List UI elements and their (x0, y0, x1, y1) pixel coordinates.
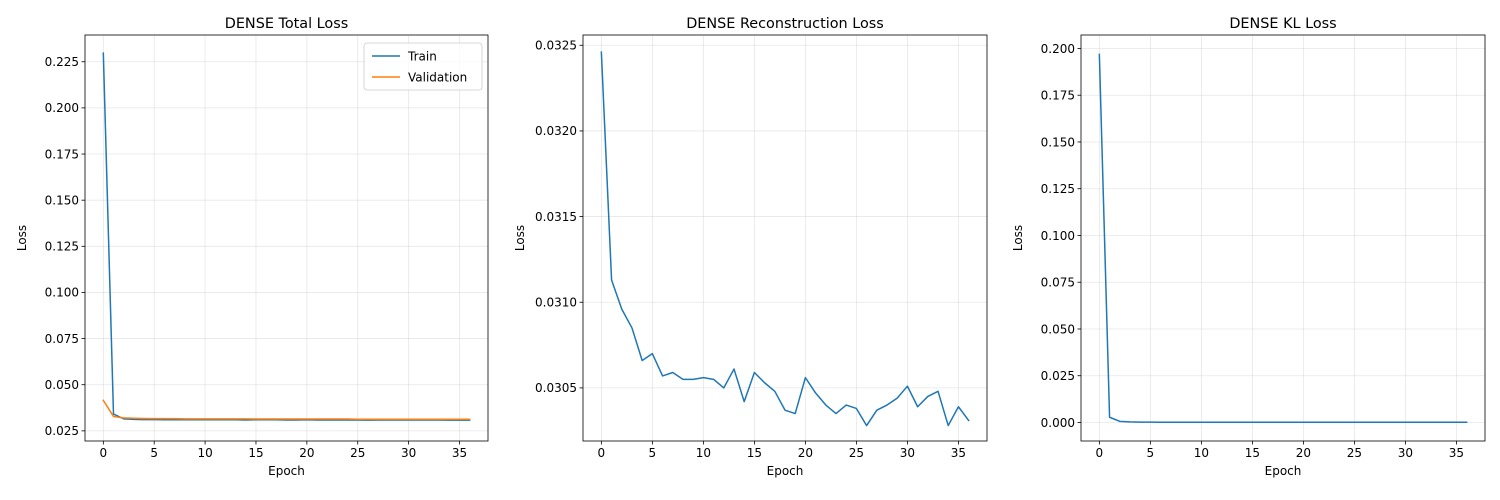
chart-panel-1: 0 5 10 15 20 25 30 35 0.025 0.050 0.075 0.100 0.125 0… (15, 16, 489, 478)
y-tick-label: 0.050 (45, 378, 79, 392)
series-points (1099, 54, 1466, 422)
grid (85, 35, 488, 441)
y-tick-label: 0.200 (45, 101, 79, 115)
x-tick-label: 5 (1147, 446, 1155, 460)
y-tick-label: 0.075 (45, 332, 79, 346)
x-axis-label: Epoch (1265, 464, 1302, 478)
x-tick-label: 20 (1296, 446, 1311, 460)
x-tick-label: 30 (401, 446, 416, 460)
y-tick-label: 0.0320 (535, 124, 577, 138)
series-points (601, 52, 968, 425)
x-tick-label: 10 (696, 446, 711, 460)
series-line-loss (1098, 53, 1468, 424)
chart-title: DENSE KL Loss (1229, 16, 1336, 32)
x-tick-label: 15 (248, 446, 263, 460)
y-tick-label: 0.125 (45, 240, 79, 254)
x-tick-label: 35 (951, 446, 966, 460)
x-tick-label: 15 (747, 446, 762, 460)
x-tick-label: 35 (452, 446, 467, 460)
x-tick-label: 15 (1245, 446, 1260, 460)
x-tick-label: 35 (1449, 446, 1464, 460)
x-tick-label: 0 (1096, 446, 1104, 460)
y-tick-label: 0.150 (1041, 135, 1075, 149)
x-tick-label: 20 (798, 446, 813, 460)
legend: Train Validation (363, 42, 483, 91)
y-tick-label: 0.0305 (535, 381, 577, 395)
y-tick-label: 0.025 (1041, 369, 1075, 383)
y-tick-label: 0.075 (1041, 276, 1075, 290)
plot-frame (1080, 34, 1486, 442)
x-tick-label: 25 (849, 446, 864, 460)
y-tick-label: 0.025 (45, 424, 79, 438)
x-tick-label: 30 (900, 446, 915, 460)
x-tick-label: 5 (150, 446, 158, 460)
x-tick-label: 10 (1194, 446, 1209, 460)
x-tick-label: 30 (1398, 446, 1413, 460)
legend-label-validation: Validation (408, 70, 467, 84)
x-axis-label: Epoch (268, 464, 305, 478)
y-tick-label: 0.100 (1041, 229, 1075, 243)
x-tick-label: 20 (299, 446, 314, 460)
y-axis-label: Loss (15, 225, 29, 251)
series-line-loss (600, 51, 970, 427)
grid (583, 35, 987, 441)
plot-frame (582, 34, 988, 442)
y-tick-label: 0.175 (1041, 89, 1075, 103)
chart-panel-3: 0 5 10 15 20 25 30 35 0.000 0.025 0.050 0.075 0.100 0… (1011, 16, 1486, 478)
y-tick-label: 0.0310 (535, 296, 577, 310)
grid (1081, 35, 1485, 441)
x-axis-label: Epoch (767, 464, 804, 478)
plot-frame (84, 34, 489, 442)
y-tick-label: 0.000 (1041, 416, 1075, 430)
chart-title: DENSE Reconstruction Loss (686, 16, 884, 32)
y-tick-label: 0.200 (1041, 42, 1075, 56)
y-tick-label: 0.0325 (535, 39, 577, 53)
y-tick-label: 0.125 (1041, 182, 1075, 196)
legend-label-train: Train (407, 49, 437, 63)
y-tick-label: 0.100 (45, 286, 79, 300)
y-tick-label: 0.150 (45, 193, 79, 207)
legend-box (363, 42, 483, 91)
x-tick-label: 25 (350, 446, 365, 460)
x-tick-label: 5 (649, 446, 657, 460)
y-tick-label: 0.0315 (535, 210, 577, 224)
y-tick-label: 0.050 (1041, 322, 1075, 336)
chart-panel-2: 0 5 10 15 20 25 30 35 0.0305 0.0310 0.0315 0.0320 0.… (513, 16, 988, 478)
y-axis-label: Loss (1011, 225, 1025, 251)
x-tick-label: 0 (598, 446, 606, 460)
x-tick-label: 10 (197, 446, 212, 460)
y-tick-label: 0.175 (45, 147, 79, 161)
chart-title: DENSE Total Loss (225, 16, 349, 32)
y-tick-label: 0.225 (45, 55, 79, 69)
series-line-validation (102, 399, 471, 420)
x-tick-label: 0 (99, 446, 107, 460)
y-axis-label: Loss (513, 225, 527, 251)
x-tick-label: 25 (1347, 446, 1362, 460)
series-points (103, 400, 469, 419)
